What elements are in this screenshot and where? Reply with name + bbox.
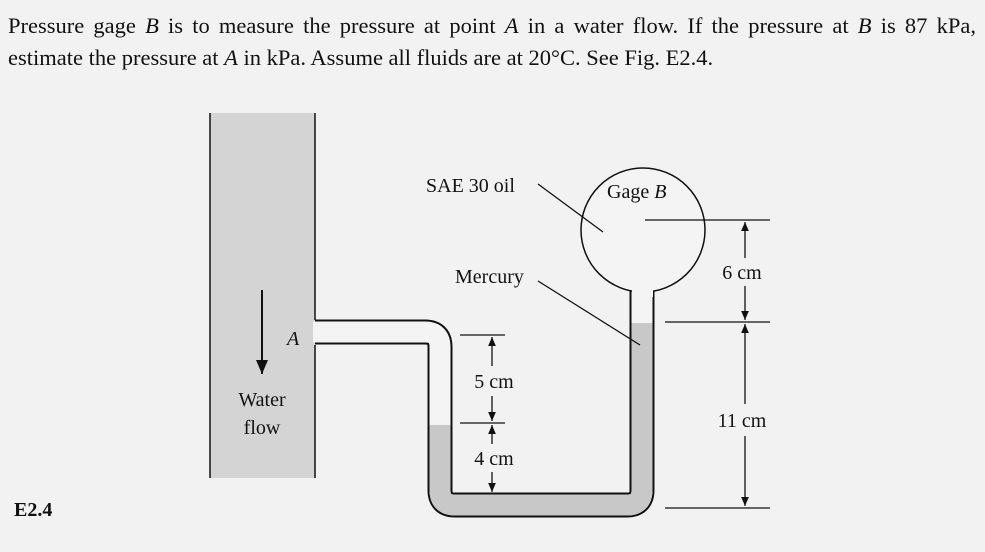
text: B bbox=[857, 13, 872, 38]
tube-wall bbox=[315, 288, 655, 518]
dimension-lines bbox=[460, 219, 770, 509]
dim-label: 11 cm bbox=[718, 410, 767, 432]
text: A bbox=[224, 45, 238, 70]
text: in a water flow. If the pressure at bbox=[518, 13, 858, 38]
gage-label: Gage B bbox=[607, 181, 666, 203]
flow-label: flow bbox=[244, 417, 281, 439]
text: is to measure the pressure at point bbox=[158, 13, 505, 38]
text: Pressure gage bbox=[8, 13, 146, 38]
leader bbox=[537, 183, 604, 233]
figure-label: E2.4 bbox=[14, 499, 52, 521]
text: B bbox=[654, 181, 666, 203]
text: is 87 kPa, estimate the pressure at bbox=[8, 13, 976, 70]
point-label: A bbox=[285, 328, 300, 350]
mercury bbox=[429, 323, 653, 516]
leader bbox=[537, 280, 641, 346]
text: in kPa. Assume all fluids are at 20°C. S… bbox=[237, 45, 714, 70]
mercury-label: Mercury bbox=[455, 266, 524, 288]
dim-label: 4 cm bbox=[474, 448, 514, 470]
tube-inside bbox=[313, 285, 653, 516]
dim-label: 6 cm bbox=[722, 262, 762, 284]
gage-neck bbox=[632, 285, 653, 297]
water-label: Water bbox=[238, 389, 286, 411]
problem-text: Pressure gage B is to measure the pressu… bbox=[8, 10, 976, 74]
dim-label: 5 cm bbox=[474, 371, 514, 393]
oil-label: SAE 30 oil bbox=[426, 175, 515, 197]
text: Gage bbox=[607, 181, 654, 203]
text: B bbox=[145, 13, 159, 38]
text: A bbox=[504, 13, 519, 38]
